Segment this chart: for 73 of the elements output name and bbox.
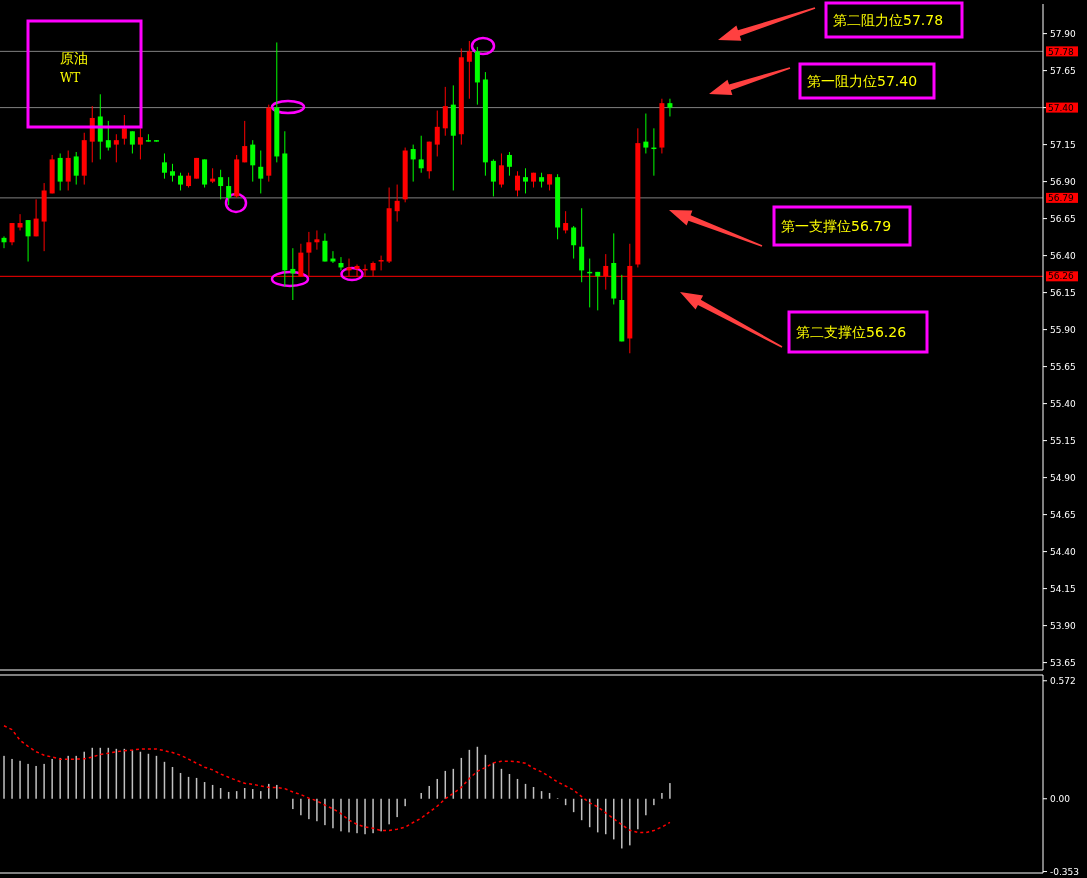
candlestick xyxy=(242,120,248,163)
candlestick xyxy=(25,219,31,263)
y-tick-label: 53.65 xyxy=(1050,657,1076,668)
candlestick xyxy=(113,133,119,163)
y-tick-label: 55.40 xyxy=(1050,398,1077,409)
text: 原油 xyxy=(60,50,88,66)
y-tick-label: 0.00 xyxy=(1050,793,1071,804)
candlestick xyxy=(410,144,416,183)
candlestick xyxy=(466,40,472,100)
candlestick xyxy=(65,150,71,191)
candlestick xyxy=(17,213,23,231)
text: WT xyxy=(60,71,81,85)
y-tick-label: 55.90 xyxy=(1050,324,1077,335)
y-tick-label: 55.15 xyxy=(1050,435,1076,446)
candlestick xyxy=(161,152,167,180)
candlestick xyxy=(490,158,496,197)
annotation: 第一支撑位56.79 xyxy=(781,217,892,234)
ref-line-label: 56.79 xyxy=(1048,193,1075,204)
candlestick xyxy=(338,256,344,271)
y-tick-label: 54.15 xyxy=(1050,583,1076,594)
candlestick xyxy=(643,113,649,154)
annotation: 第二阻力位57.78 xyxy=(833,11,944,28)
y-tick-label: 56.90 xyxy=(1050,176,1077,187)
y-tick-label: 55.65 xyxy=(1050,361,1076,372)
y-tick-label: 53.90 xyxy=(1050,620,1077,631)
candlestick xyxy=(218,169,224,200)
y-tick-label: 54.90 xyxy=(1050,472,1077,483)
ref-line-label: 56.26 xyxy=(1048,271,1075,282)
y-tick-label: -0.353 xyxy=(1050,866,1080,877)
candlestick xyxy=(498,152,504,189)
y-tick-label: 54.40 xyxy=(1050,546,1077,557)
candlestick xyxy=(137,127,143,160)
candlestick xyxy=(73,151,79,186)
ref-line-label: 57.40 xyxy=(1048,102,1075,113)
line-series xyxy=(3,724,671,834)
candlestick xyxy=(226,176,232,206)
y-tick-label: 57.15 xyxy=(1050,139,1076,150)
candlestick xyxy=(9,222,15,246)
candlestick xyxy=(563,210,569,234)
candlestick xyxy=(1,235,7,249)
y-tick-label: 57.90 xyxy=(1050,28,1077,39)
candlestick xyxy=(571,225,577,260)
candlestick xyxy=(322,232,328,263)
y-tick-label: 0.572 xyxy=(1050,675,1076,686)
ref-line-label: 57.78 xyxy=(1048,46,1075,57)
annotation: 第二支撑位56.26 xyxy=(796,323,907,340)
candlestick xyxy=(514,170,520,197)
annotation: 第一阻力位57.40 xyxy=(807,72,918,89)
candlestick xyxy=(250,139,256,183)
candlestick xyxy=(57,152,63,191)
candlestick xyxy=(394,184,400,223)
candlestick xyxy=(121,114,127,146)
candlestick xyxy=(579,207,585,283)
candlestick xyxy=(667,98,673,117)
candlestick xyxy=(290,247,296,301)
candlestick xyxy=(314,229,320,251)
candlestick xyxy=(523,167,529,194)
candlestick xyxy=(418,135,424,174)
candlestick xyxy=(442,86,448,137)
y-tick-label: 54.65 xyxy=(1050,509,1076,520)
y-tick-label: 56.40 xyxy=(1050,250,1077,261)
candlestick xyxy=(330,250,336,264)
candlestick xyxy=(506,151,512,177)
candlestick xyxy=(129,130,135,154)
y-tick-label: 56.65 xyxy=(1050,213,1076,224)
candlestick xyxy=(105,120,111,152)
candlestick xyxy=(434,110,440,157)
candlestick xyxy=(378,255,384,271)
y-tick-label: 56.15 xyxy=(1050,287,1076,298)
candlestick xyxy=(33,198,39,237)
candlestick xyxy=(595,271,601,311)
y-tick-label: 57.65 xyxy=(1050,65,1076,76)
candlestick xyxy=(258,150,264,194)
